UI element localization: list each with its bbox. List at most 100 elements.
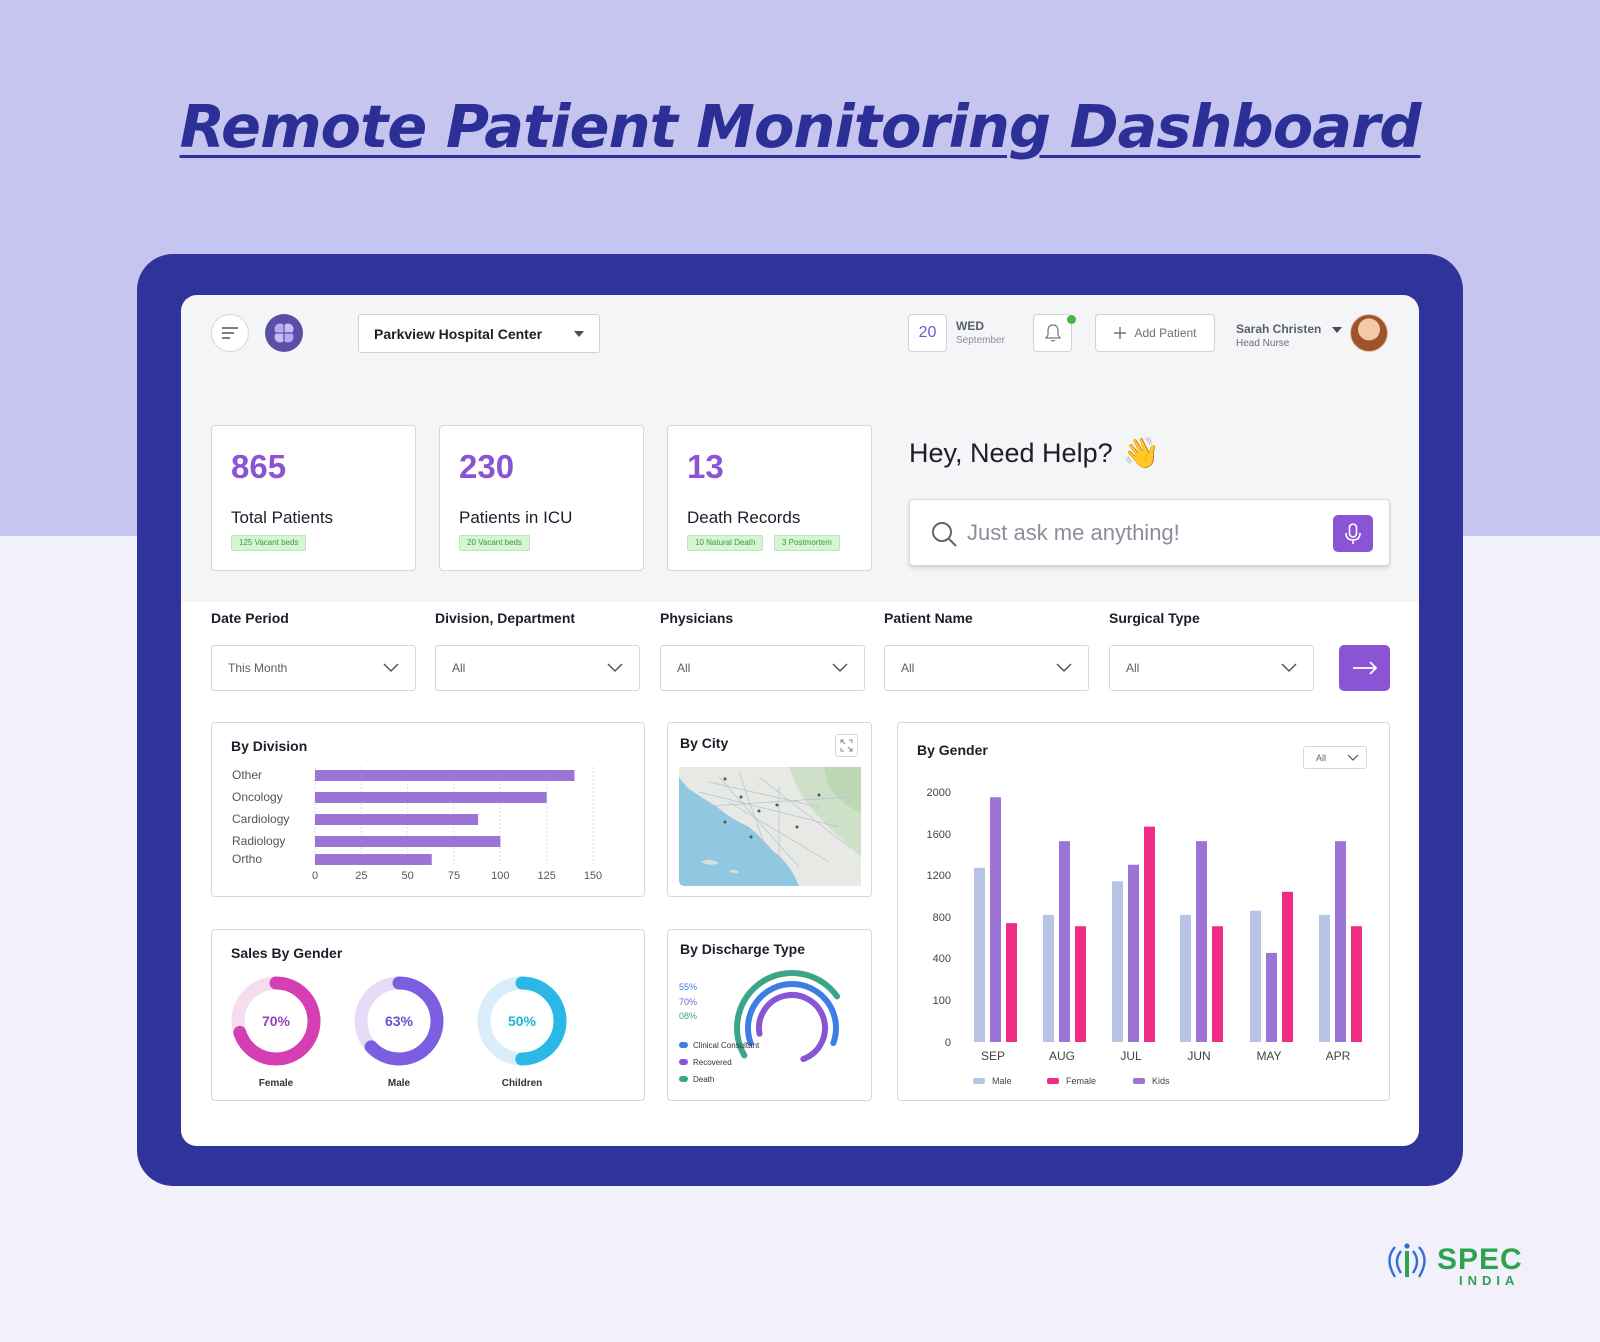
svg-text:SPEC: SPEC — [1437, 1243, 1523, 1276]
panel-title: Sales By Gender — [231, 945, 343, 961]
division-select[interactable]: All — [435, 645, 640, 691]
stat-tag: 10 Natural Death — [687, 535, 764, 551]
chevron-down-icon — [383, 663, 399, 673]
app-logo[interactable] — [265, 314, 303, 352]
category-label: Oncology — [232, 790, 283, 804]
avatar[interactable] — [1350, 314, 1388, 352]
menu-button[interactable] — [211, 314, 249, 352]
gender-bar-male — [974, 867, 985, 1042]
gender-bar-kids — [1059, 841, 1070, 1042]
x-tick-label: MAY — [1256, 1049, 1281, 1063]
donut-percent: 63% — [385, 1013, 414, 1029]
caret-down-icon — [574, 330, 584, 337]
apply-filters-button[interactable] — [1339, 645, 1390, 691]
legend-label: Kids — [1152, 1076, 1170, 1086]
physicians-select[interactable]: All — [660, 645, 865, 691]
y-tick-label: 0 — [945, 1037, 951, 1049]
division-bar — [315, 792, 547, 803]
gender-bar-male — [1043, 914, 1054, 1042]
spec-india-logo: SPEC INDIA — [1388, 1243, 1523, 1288]
user-menu-caret-icon[interactable] — [1332, 327, 1342, 333]
patient-name-select[interactable]: All — [884, 645, 1089, 691]
date-number: 20 — [908, 314, 947, 352]
y-tick-label: 1600 — [927, 829, 951, 841]
microphone-icon — [1345, 522, 1361, 544]
date-day: WED — [956, 319, 984, 333]
expand-icon — [840, 739, 853, 752]
stat-card-icu: 230 Patients in ICU 20 Vacant beds — [439, 425, 644, 571]
x-tick-label: 25 — [355, 870, 367, 882]
user-name[interactable]: Sarah Christen — [1236, 322, 1322, 336]
gender-bar-male — [1112, 881, 1123, 1042]
expand-map-button[interactable] — [835, 734, 858, 757]
assistant-search-input[interactable] — [967, 515, 1307, 551]
division-bar — [315, 814, 479, 825]
assistant-search-box[interactable] — [909, 499, 1390, 566]
gender-bar-male — [1319, 914, 1330, 1042]
x-tick-label: JUL — [1120, 1049, 1142, 1063]
y-tick-label: 400 — [933, 953, 951, 965]
discharge-arc-recovered — [756, 992, 828, 1063]
filter-label-division: Division, Department — [435, 610, 576, 626]
gender-bar-kids — [1335, 841, 1346, 1042]
legend-swatch — [1047, 1078, 1059, 1084]
clover-logo-icon — [274, 323, 294, 343]
legend-swatch — [679, 1059, 688, 1065]
x-tick-label: 0 — [312, 870, 318, 882]
select-value: All — [452, 661, 466, 675]
stat-value: 865 — [231, 448, 287, 485]
donut-label: Female — [259, 1078, 294, 1089]
gender-bar-kids — [990, 797, 1001, 1042]
notifications-button[interactable] — [1033, 314, 1072, 352]
division-bar — [315, 770, 575, 781]
select-value: This Month — [228, 661, 288, 675]
donut-arc-male — [354, 976, 444, 1066]
donut-percent: 70% — [262, 1013, 291, 1029]
legend-label: Clinical Consultant — [693, 1041, 760, 1050]
donut-label: Children — [502, 1078, 543, 1089]
legend-swatch — [1133, 1078, 1145, 1084]
legend-swatch — [973, 1078, 985, 1084]
division-panel: By Division 0 25 50 75 100 125 150 Other Oncolog… — [211, 722, 645, 897]
x-tick-label: 100 — [491, 870, 509, 882]
category-label: Radiology — [232, 834, 285, 848]
plus-icon — [1114, 327, 1127, 339]
user-role: Head Nurse — [1236, 338, 1290, 349]
gender-bar-female — [1075, 926, 1086, 1042]
city-map[interactable] — [679, 767, 861, 886]
search-icon — [932, 522, 957, 547]
select-value: All — [901, 661, 915, 675]
bell-icon — [1044, 324, 1061, 342]
add-patient-button[interactable]: Add Patient — [1095, 314, 1215, 352]
sales-donut-charts: 70% Female 63% Male 50% Children — [231, 976, 567, 1089]
gender-bar-female — [1282, 891, 1293, 1042]
panel-title: By Discharge Type — [680, 941, 806, 957]
select-value: All — [1316, 752, 1327, 763]
dashboard-screen: Parkview Hospital Center 20 WED Septembe… — [181, 295, 1419, 1146]
voice-input-button[interactable] — [1333, 515, 1373, 552]
filter-label-physicians: Physicians — [660, 610, 734, 626]
discharge-percent: 08% — [679, 1011, 697, 1021]
filter-label-patient-name: Patient Name — [884, 610, 973, 626]
division-chart: 0 25 50 75 100 125 150 Other Oncology Cardiology R… — [232, 767, 602, 882]
panel-title: By Division — [231, 738, 308, 754]
discharge-percent: 55% — [679, 982, 697, 992]
gender-period-select[interactable]: All — [1303, 746, 1367, 769]
category-label: Ortho — [232, 852, 262, 866]
chevron-down-icon — [1056, 663, 1072, 673]
hospital-select[interactable]: Parkview Hospital Center — [358, 314, 600, 353]
donut-label: Male — [388, 1078, 411, 1089]
chevron-down-icon — [1281, 663, 1297, 673]
discharge-chart: 55% 70% 08% Clinical Consultant Recovered Dea… — [679, 970, 841, 1084]
y-tick-label: 800 — [933, 912, 951, 924]
gender-bar-male — [1180, 914, 1191, 1042]
surgical-type-select[interactable]: All — [1109, 645, 1314, 691]
division-bar — [315, 854, 432, 865]
filter-label-surgical-type: Surgical Type — [1109, 610, 1200, 626]
date-period-select[interactable]: This Month — [211, 645, 416, 691]
legend-swatch — [679, 1076, 688, 1082]
waving-hand-icon: 👋 — [1122, 437, 1160, 470]
stat-card-total-patients: 865 Total Patients 125 Vacant beds — [211, 425, 416, 571]
arrow-right-icon — [1352, 661, 1377, 675]
stat-value: 230 — [459, 448, 515, 485]
